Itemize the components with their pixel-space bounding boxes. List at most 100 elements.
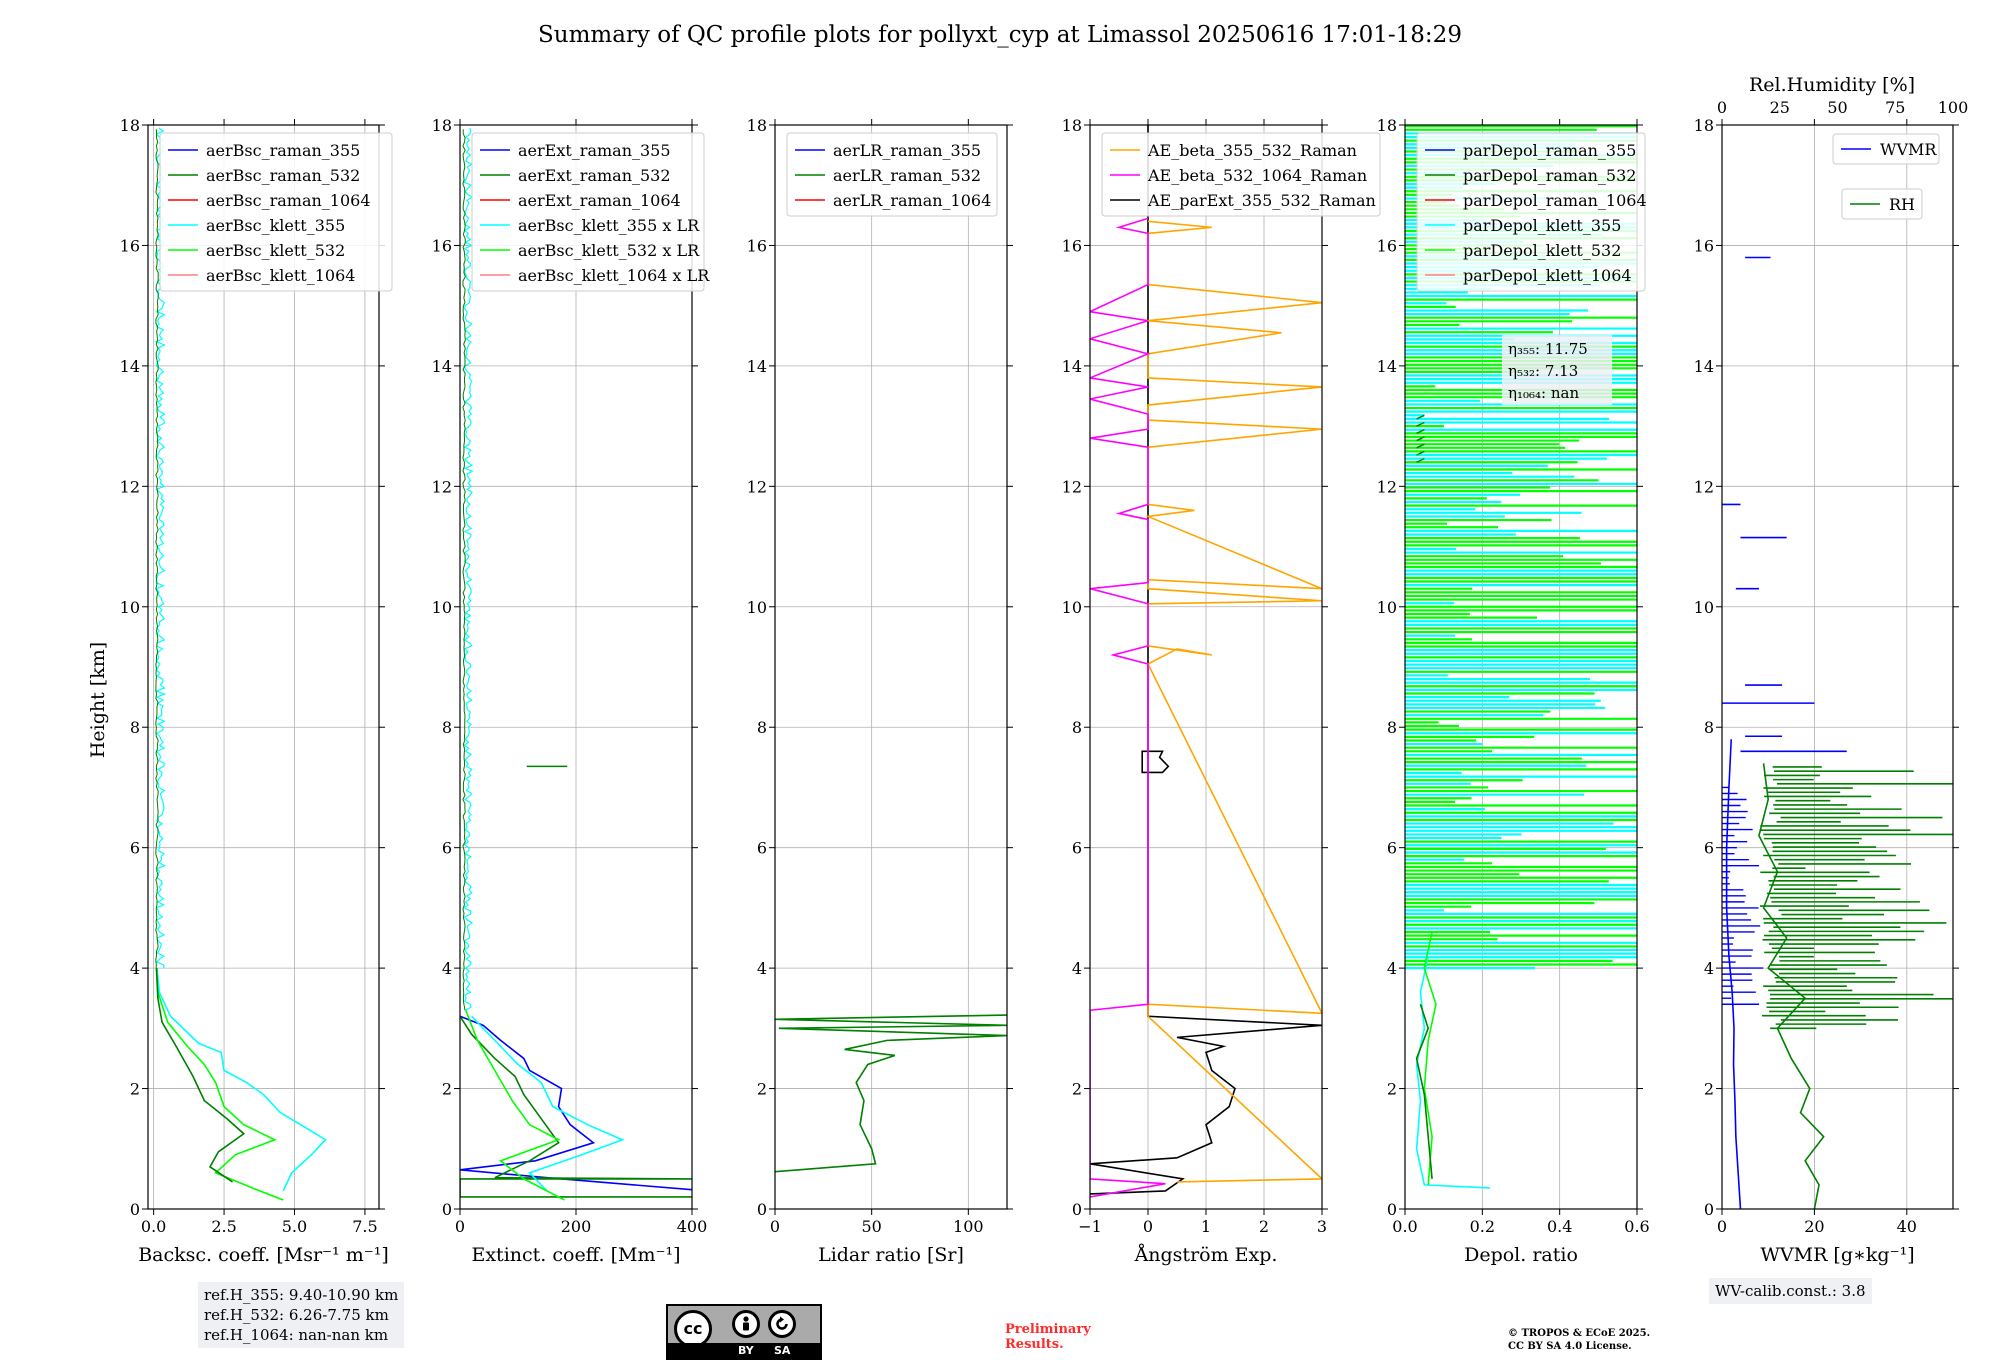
legend-label: aerBsc_klett_355 x LR <box>518 216 700 235</box>
axes-frame <box>147 124 380 1210</box>
y-tick-label: 0 <box>1387 1200 1397 1219</box>
axes-frame <box>1721 124 1954 1210</box>
series-line-pardepol-raman-532 <box>1415 1003 1433 1179</box>
y-tick-label: 18 <box>120 116 140 135</box>
legend-label: aerBsc_klett_355 <box>206 216 345 235</box>
series-line-aerbsc-klett-355-x-lr <box>471 1015 625 1192</box>
legend-label: aerBsc_raman_355 <box>206 141 360 160</box>
panel-depol: 0.0 0.2 0.4 0.6 0 2 4 6 8 10 12 14 16 18 Depol. ratio p… <box>1377 116 1650 1266</box>
legend-entry: WVMR <box>1832 133 1940 165</box>
y-tick-label: 18 <box>1062 116 1082 135</box>
ref-height-box: ref.H_355: 9.40-10.90 km ref.H_532: 6.26… <box>198 1282 405 1348</box>
depol-raman-mark <box>1416 421 1425 427</box>
preliminary-line-1: Preliminary <box>1005 1322 1091 1337</box>
copyright-line-1: © TROPOS & ECoE 2025. <box>1508 1328 1651 1339</box>
top-x-tick-label: 25 <box>1770 98 1790 117</box>
x-tick-label: 2.5 <box>211 1217 236 1236</box>
eta-label: η₃₅₅: 11.75 <box>1508 340 1588 358</box>
legend-label: parDepol_klett_1064 <box>1463 266 1632 285</box>
top-x-tick-label: 0 <box>1717 98 1727 117</box>
legend-box <box>471 132 705 292</box>
y-tick-label: 2 <box>1072 1080 1082 1099</box>
y-tick-label: 16 <box>120 236 140 255</box>
x-tick-label: 0.2 <box>1470 1217 1495 1236</box>
y-tick-label: 4 <box>757 959 767 978</box>
y-tick-label: 2 <box>442 1080 452 1099</box>
y-tick-label: 14 <box>120 357 140 376</box>
noise-profile-line <box>155 129 159 969</box>
axes-frame <box>774 124 1008 1210</box>
panel-lidar_ratio: 0 50 100 0 2 4 6 8 10 12 14 16 18 Lidar ratio [Sr] aer… <box>747 116 1013 1266</box>
y-tick-label: 2 <box>1704 1080 1714 1099</box>
y-tick-label: 4 <box>1704 959 1714 978</box>
x-axis-label: Ångström Exp. <box>1134 1244 1278 1266</box>
plot-area <box>775 1014 1007 1173</box>
y-tick-label: 0 <box>1072 1200 1082 1219</box>
x-tick-label: 400 <box>677 1217 708 1236</box>
series-line-pardepol-klett-532 <box>1423 931 1437 1185</box>
legend-box <box>1841 188 1923 220</box>
preliminary-line-2: Results. <box>1005 1337 1064 1352</box>
series-line-ae-beta-532-1064-raman <box>1090 217 1166 1198</box>
series-line-aerlr-raman-532 <box>775 1014 1007 1173</box>
y-tick-label: 6 <box>1387 839 1397 858</box>
y-tick-label: 12 <box>120 477 140 496</box>
y-tick-label: 8 <box>1387 718 1397 737</box>
series-line-aerext-raman-532 <box>460 1015 692 1198</box>
panel-extinction: 0 200 400 0 2 4 6 8 10 12 14 16 18 Extinct. coeff. [M… <box>432 116 711 1266</box>
by-label: BY <box>738 1344 754 1357</box>
y-tick-label: 10 <box>747 598 767 617</box>
y-tick-label: 2 <box>130 1080 140 1099</box>
x-tick-label: 0.0 <box>1392 1217 1417 1236</box>
y-tick-label: 8 <box>757 718 767 737</box>
depol-raman-mark <box>1416 450 1425 456</box>
eta-annotation: η₃₅₅: 11.75 η₅₃₂: 7.13 η₁₀₆₄: nan <box>1502 335 1612 405</box>
x-axis-label: Lidar ratio [Sr] <box>818 1244 964 1266</box>
ref-height-1064: ref.H_1064: nan-nan km <box>204 1326 389 1344</box>
legend-label: aerBsc_raman_532 <box>206 166 360 185</box>
x-axis-label: Depol. ratio <box>1464 1244 1578 1266</box>
y-tick-label: 2 <box>757 1080 767 1099</box>
y-tick-label: 6 <box>757 839 767 858</box>
y-tick-label: 10 <box>120 598 140 617</box>
x-tick-label: 0 <box>1143 1217 1153 1236</box>
y-tick-label: 0 <box>442 1200 452 1219</box>
x-axis-label: WVMR [g∗kg⁻¹] <box>1760 1244 1914 1266</box>
depol-raman-mark <box>1416 414 1425 420</box>
legend-label: AE_beta_532_1064_Raman <box>1147 166 1367 185</box>
y-tick-label: 12 <box>1062 477 1082 496</box>
wv-calib-text: WV-calib.const.: 3.8 <box>1715 1282 1866 1300</box>
top-x-tick-label: 50 <box>1827 98 1847 117</box>
y-tick-label: 6 <box>1704 839 1714 858</box>
y-tick-label: 14 <box>747 357 767 376</box>
y-tick-label: 0 <box>757 1200 767 1219</box>
legend-label: aerExt_raman_532 <box>518 166 671 185</box>
wvmr-top-axis-label: Rel.Humidity [%] <box>1749 74 1915 96</box>
plot-area <box>1090 125 1322 1198</box>
y-tick-label: 12 <box>432 477 452 496</box>
y-tick-label: 10 <box>1377 598 1397 617</box>
series-line-aerext-raman-355 <box>460 1015 692 1191</box>
series-line-wvmr <box>1725 739 1742 1209</box>
y-tick-label: 10 <box>1062 598 1082 617</box>
legend-label: aerLR_raman_1064 <box>833 191 991 210</box>
series-line-aerbsc-raman-532 <box>155 968 246 1183</box>
y-tick-label: 8 <box>1704 718 1714 737</box>
legend-entry: RH <box>1841 188 1923 220</box>
legend-label: aerLR_raman_532 <box>833 166 981 185</box>
x-tick-label: 1 <box>1201 1217 1211 1236</box>
y-tick-label: 16 <box>1694 236 1714 255</box>
x-tick-label: 0 <box>1717 1217 1727 1236</box>
ref-height-532: ref.H_532: 6.26-7.75 km <box>204 1306 389 1324</box>
legend-label: aerLR_raman_355 <box>833 141 981 160</box>
legend-label: aerBsc_raman_1064 <box>206 191 371 210</box>
legend-label: parDepol_klett_355 <box>1463 216 1621 235</box>
y-tick-label: 12 <box>1377 477 1397 496</box>
x-tick-label: 40 <box>1897 1217 1917 1236</box>
axes-frame <box>1404 124 1638 1210</box>
depol-raman-mark <box>1416 436 1425 442</box>
plot-area <box>460 127 692 1201</box>
y-tick-label: 0 <box>130 1200 140 1219</box>
x-tick-label: 0 <box>770 1217 780 1236</box>
